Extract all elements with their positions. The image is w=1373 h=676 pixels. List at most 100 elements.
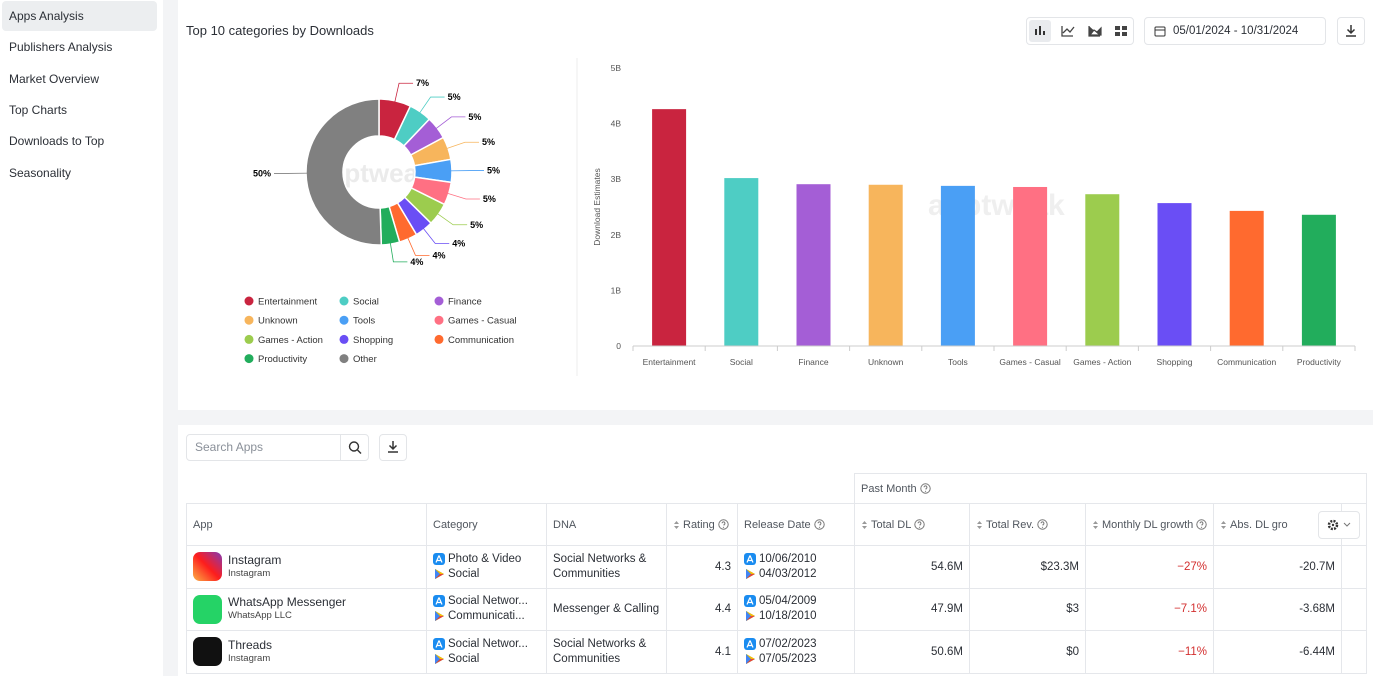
total-rev: $3 (969, 587, 1086, 631)
table-icon[interactable] (1115, 26, 1127, 36)
category-cell: Social Networ... Social (426, 630, 547, 674)
help-icon[interactable] (718, 519, 729, 530)
download-button[interactable] (1337, 17, 1365, 45)
sort-icon-part (862, 520, 867, 529)
nav-label: Publishers Analysis (9, 40, 113, 55)
pie-label: 50% (253, 168, 271, 178)
app-store-icon-part (433, 637, 445, 650)
column-header: App (186, 503, 427, 546)
bar (1013, 186, 1048, 346)
play-store-icon-part (746, 568, 755, 574)
rating: 4.4 (666, 587, 738, 631)
download-icon (1346, 25, 1356, 37)
export-arrow (388, 441, 398, 453)
bar-icon[interactable] (1035, 26, 1045, 35)
leader-line (434, 211, 468, 226)
category: Social (448, 652, 480, 665)
play-store-icon (435, 568, 444, 579)
column-label: Release Date (744, 518, 811, 531)
app-store-icon (433, 637, 445, 650)
release-date: 04/03/2012 (759, 567, 817, 580)
pie-label: 5% (468, 112, 481, 122)
legend-label: Communication (448, 335, 514, 346)
export-button[interactable] (379, 434, 407, 461)
pie-label: 5% (483, 194, 496, 204)
abs-growth: -3.68M (1213, 587, 1342, 631)
app-store-icon-part (746, 554, 754, 563)
settings-button-part-part (1331, 523, 1335, 527)
sort-icon[interactable] (1220, 520, 1227, 530)
category-cell: Photo & Video Social (426, 545, 547, 589)
nav-item[interactable]: Apps Analysis (2, 1, 157, 31)
x-tick-label: Games - Action (1073, 357, 1131, 367)
column-label: App (193, 518, 213, 531)
search-box[interactable]: Search Apps (186, 434, 369, 461)
nav-item[interactable]: Seasonality (2, 158, 157, 188)
release-line: 04/03/2012 (744, 567, 848, 582)
leader-line (444, 192, 480, 200)
date-range[interactable]: 05/01/2024 - 10/31/2024 (1144, 17, 1326, 45)
area-icon[interactable] (1088, 26, 1102, 37)
category-cell: Social Networ... Communicati... (426, 587, 547, 631)
settings-button[interactable] (1318, 511, 1360, 539)
leader-line (433, 116, 466, 131)
category: Photo & Video (448, 552, 522, 565)
legend-swatch (434, 296, 444, 306)
sort-icon-part (674, 520, 679, 529)
column-header: Rating (666, 503, 738, 546)
help-icon-part (914, 519, 925, 530)
help-icon[interactable] (814, 519, 825, 530)
app-store-icon-part (435, 597, 443, 605)
sort-icon[interactable] (1092, 520, 1099, 530)
legend-label: Games - Action (258, 335, 323, 346)
pie-slice (305, 98, 383, 246)
nav-item[interactable]: Downloads to Top (2, 126, 157, 156)
legend-label: Social (353, 297, 379, 308)
legend-label: Other (353, 354, 377, 365)
lens (348, 441, 360, 452)
sort-icon[interactable] (673, 520, 680, 530)
help-icon-part (1037, 519, 1048, 530)
nav-label: Market Overview (9, 71, 100, 86)
nav-item[interactable]: Publishers Analysis (2, 32, 157, 62)
sort-icon[interactable] (861, 520, 868, 530)
search-icon[interactable] (340, 435, 368, 460)
column-header: Category (426, 503, 547, 546)
legend-swatch (434, 315, 444, 325)
help-icon[interactable] (914, 519, 925, 530)
chart-type-icons[interactable] (1027, 18, 1133, 44)
dna-cell: Messenger & Calling (546, 587, 667, 631)
x-tick-label: Unknown (868, 357, 904, 367)
line-icon[interactable] (1061, 26, 1075, 37)
column-header: Release Date (737, 503, 855, 546)
blank-cell (186, 473, 855, 504)
category: Social Networ... (448, 595, 528, 608)
sort-icon[interactable] (976, 520, 983, 530)
abs-growth: -20.7M (1213, 545, 1342, 589)
play-store-icon-part (435, 611, 440, 622)
legend-label: Finance (448, 297, 482, 308)
bar (1229, 210, 1264, 346)
help-icon-part (718, 519, 729, 530)
release-line: 10/18/2010 (744, 609, 848, 624)
x-tick-label: Games - Casual (999, 357, 1061, 367)
legend-swatch (434, 334, 444, 344)
bar (724, 178, 759, 346)
nav-item[interactable]: Top Charts (2, 95, 157, 125)
nav-label: Apps Analysis (9, 9, 84, 23)
x-tick-label: Productivity (1297, 357, 1342, 367)
group-label: Past Month (861, 482, 917, 495)
legend-label: Unknown (258, 316, 298, 327)
total-rev: $0 (969, 630, 1086, 674)
leader-line (406, 235, 430, 256)
help-icon[interactable] (1196, 519, 1208, 530)
play-store-icon (746, 611, 755, 622)
help-icon[interactable] (1037, 519, 1048, 530)
pie-label: 5% (487, 166, 500, 176)
nav-item[interactable]: Market Overview (2, 64, 157, 94)
help-icon[interactable] (920, 483, 931, 494)
rating: 4.3 (666, 545, 738, 589)
column-header: Total DL (854, 503, 970, 546)
play-store-icon-part (746, 658, 755, 664)
pie-label: 4% (410, 257, 423, 267)
